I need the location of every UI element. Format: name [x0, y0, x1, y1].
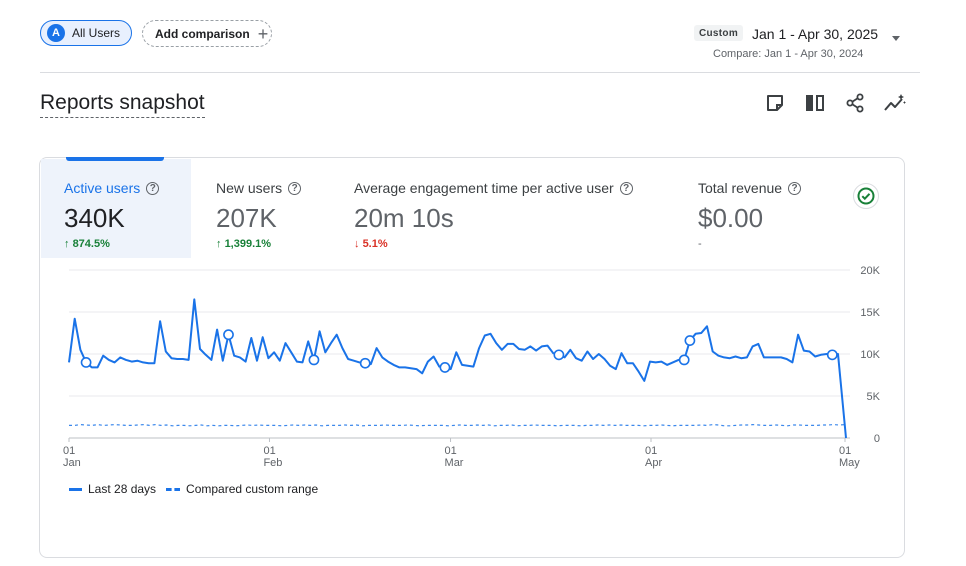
help-icon[interactable]: ? — [146, 181, 160, 195]
metric-total-revenue[interactable]: Total revenue ? $0.00 - — [698, 180, 802, 250]
anomaly-marker — [678, 354, 690, 366]
chevron-down-icon[interactable] — [892, 36, 900, 41]
y-tick-label: 20K — [860, 265, 880, 277]
x-tick-month: Mar — [445, 457, 464, 469]
insights-icon[interactable] — [884, 92, 906, 114]
x-tick-day: 01 — [263, 445, 275, 457]
y-tick-label: 0 — [874, 433, 880, 445]
add-comparison-button[interactable]: Add comparison + — [142, 20, 272, 47]
x-tick-day: 01 — [839, 445, 851, 457]
help-icon[interactable]: ? — [288, 181, 302, 195]
anomaly-marker — [359, 357, 371, 369]
anomaly-marker — [684, 335, 696, 346]
x-tick-month: May — [839, 457, 860, 469]
arrow-up-icon: ↑ — [64, 238, 70, 250]
anomaly-marker — [826, 349, 838, 361]
y-tick-label: 10K — [860, 349, 880, 361]
segment-badge: A — [47, 24, 65, 42]
metric-value: 207K — [216, 203, 277, 233]
anomaly-marker — [553, 349, 565, 361]
metric-active-users[interactable]: Active users ? 340K ↑ 874.5% — [64, 180, 160, 250]
plus-icon: + — [257, 23, 269, 44]
legend-swatch-dashed — [166, 487, 181, 491]
metric-value: 20m 10s — [354, 203, 454, 233]
anomaly-marker — [439, 362, 451, 373]
x-tick-day: 01 — [645, 445, 657, 457]
compare-columns-icon[interactable] — [804, 92, 826, 114]
x-tick-day: 01 — [445, 445, 457, 457]
metric-value: 340K — [64, 203, 125, 233]
metric-label: New users — [216, 180, 283, 196]
metric-new-users[interactable]: New users ? 207K ↑ 1,399.1% — [216, 180, 302, 250]
metric-change: ↑ 874.5% — [64, 238, 110, 250]
compare-range-text: Compare: Jan 1 - Apr 30, 2024 — [713, 48, 864, 60]
x-tick-day: 01 — [63, 445, 75, 457]
legend-label: Compared custom range — [186, 482, 319, 496]
metric-change: ↑ 1,399.1% — [216, 238, 272, 250]
check-circle-icon[interactable] — [853, 183, 879, 209]
segment-chip-all-users[interactable]: A All Users — [40, 20, 132, 46]
series-line-primary — [68, 298, 847, 439]
metric-value: $0.00 — [698, 203, 764, 233]
series-line-compare — [69, 423, 846, 427]
add-comparison-label: Add comparison — [155, 26, 250, 41]
anomaly-marker — [308, 354, 320, 366]
help-icon[interactable]: ? — [788, 181, 802, 195]
date-mode-badge: Custom — [694, 25, 744, 41]
arrow-down-icon: ↓ — [354, 238, 360, 250]
chart-legend: Last 28 days Compared custom range — [69, 482, 318, 496]
share-icon[interactable] — [844, 92, 866, 114]
header-divider — [40, 72, 920, 73]
y-tick-label: 15K — [860, 307, 880, 319]
active-tab-indicator — [66, 157, 164, 161]
legend-item-primary[interactable]: Last 28 days — [69, 482, 156, 496]
x-tick-month: Jan — [63, 457, 81, 469]
anomaly-marker — [223, 329, 234, 341]
x-tick-month: Feb — [263, 457, 282, 469]
x-tick-month: Apr — [645, 457, 662, 469]
anomaly-marker — [80, 356, 92, 368]
metric-change: ↓ 5.1% — [354, 238, 388, 250]
help-icon[interactable]: ? — [619, 181, 633, 195]
legend-swatch-solid — [69, 487, 82, 491]
metric-avg-engagement-time[interactable]: Average engagement time per active user … — [354, 180, 633, 250]
legend-item-compare[interactable]: Compared custom range — [166, 482, 318, 496]
metric-label: Average engagement time per active user — [354, 180, 614, 196]
metric-change: - — [698, 238, 702, 250]
arrow-up-icon: ↑ — [216, 238, 222, 250]
date-range-selector[interactable]: Jan 1 - Apr 30, 2025 — [752, 26, 879, 42]
page-title[interactable]: Reports snapshot — [40, 91, 205, 118]
metric-label: Active users — [64, 180, 141, 196]
legend-label: Last 28 days — [88, 482, 157, 496]
segment-label: All Users — [72, 26, 121, 40]
metric-tile-active-users[interactable] — [41, 159, 191, 258]
y-tick-label: 5K — [867, 391, 881, 403]
metric-label: Total revenue — [698, 180, 783, 196]
note-icon[interactable] — [764, 92, 786, 114]
